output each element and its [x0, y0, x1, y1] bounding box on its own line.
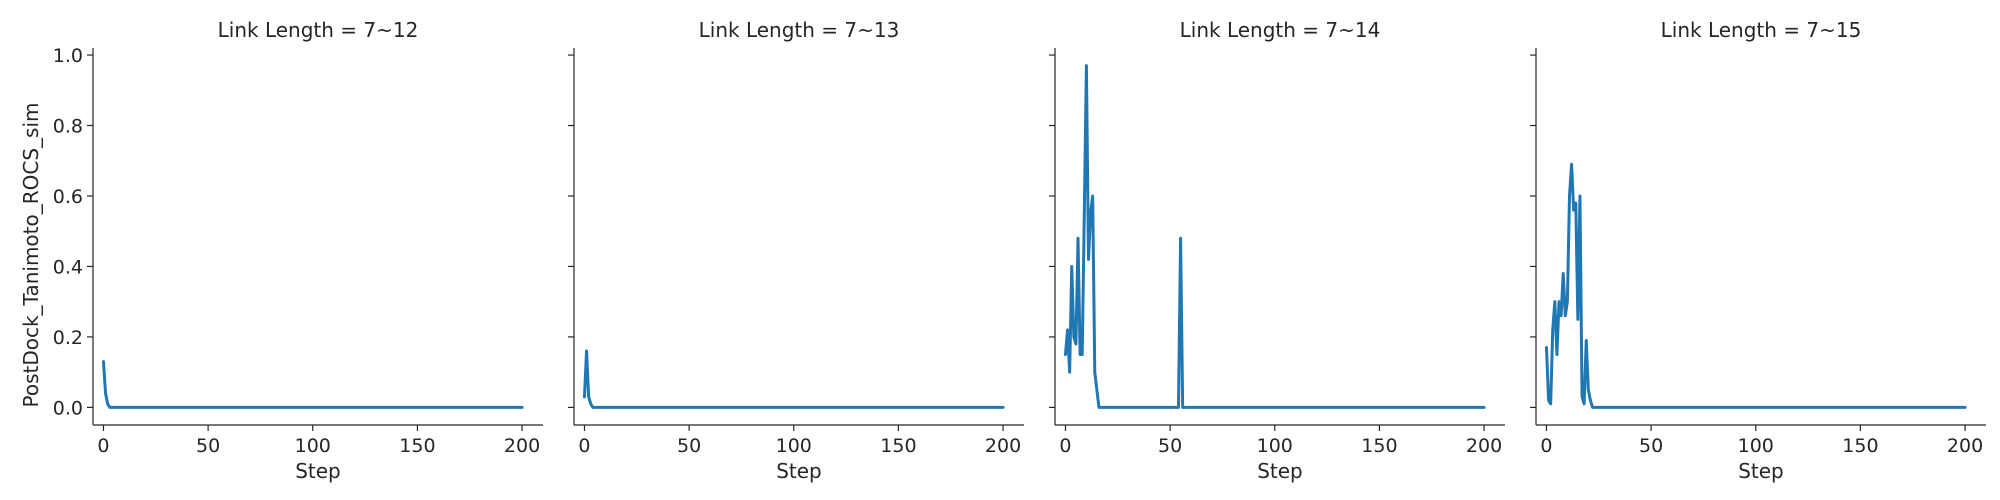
x-tick-label: 100 [776, 435, 812, 457]
panel-2: Link Length = 7~13 0 50 100 150 200 Step [568, 18, 1024, 483]
y-tick-label: 0.0 [53, 397, 83, 419]
x-axis-label: Step [776, 459, 822, 483]
x-axis-label: Step [295, 459, 341, 483]
x-tick-label: 150 [1842, 435, 1878, 457]
x-tick-label: 0 [1059, 435, 1071, 457]
series-line [1544, 162, 1967, 409]
y-tick-label: 0.8 [53, 116, 83, 138]
x-tick-label: 200 [504, 435, 540, 457]
x-tick-label: 100 [1738, 435, 1774, 457]
x-tick-label: 0 [97, 435, 109, 457]
series-line [582, 349, 1005, 409]
y-axis-label: PostDock_Tanimoto_ROCS_sim [19, 102, 43, 407]
panel-title: Link Length = 7~15 [1661, 18, 1862, 42]
x-axis-label: Step [1738, 459, 1784, 483]
y-tick-label: 0.2 [53, 327, 83, 349]
x-tick-label: 50 [677, 435, 701, 457]
series-line [101, 360, 524, 409]
panel-title: Link Length = 7~13 [699, 18, 900, 42]
x-tick-label: 100 [295, 435, 331, 457]
panel-3: Link Length = 7~14 0 50 100 150 200 Step [1049, 18, 1505, 483]
x-tick-label: 200 [1466, 435, 1502, 457]
y-tick-label: 0.6 [53, 186, 83, 208]
x-axis-label: Step [1257, 459, 1303, 483]
x-tick-label: 50 [196, 435, 220, 457]
x-tick-label: 150 [399, 435, 435, 457]
x-tick-label: 50 [1158, 435, 1182, 457]
x-tick-label: 100 [1257, 435, 1293, 457]
panel-title: Link Length = 7~14 [1180, 18, 1381, 42]
panel-4: Link Length = 7~15 0 50 100 150 200 Step [1530, 18, 1986, 483]
y-tick-label: 1.0 [53, 45, 83, 67]
x-tick-label: 200 [1947, 435, 1983, 457]
x-tick-label: 150 [1361, 435, 1397, 457]
panel-1: Link Length = 7~12 0 50 100 150 200 Step 0.0 0.2… [53, 18, 543, 483]
x-tick-label: 0 [1540, 435, 1552, 457]
x-tick-label: 150 [880, 435, 916, 457]
x-tick-label: 0 [578, 435, 590, 457]
y-tick-label: 0.4 [53, 256, 83, 278]
series-line [1063, 64, 1486, 409]
x-tick-label: 200 [985, 435, 1021, 457]
x-tick-label: 50 [1639, 435, 1663, 457]
panel-title: Link Length = 7~12 [218, 18, 419, 42]
